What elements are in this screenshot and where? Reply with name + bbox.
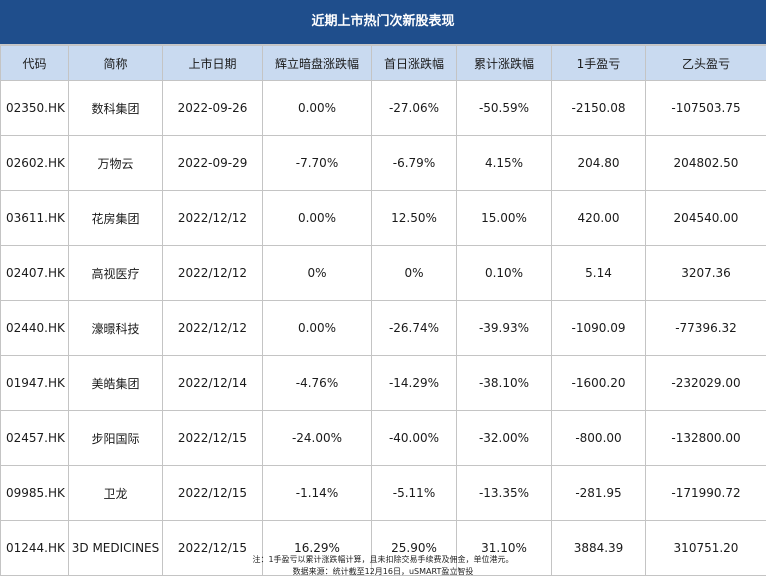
cell-name: 3D MEDICINES [68, 520, 163, 576]
cell-listing-date: 2022/12/15 [162, 465, 263, 521]
cell-first-day-change: -5.11% [371, 465, 457, 521]
cell-code: 09985.HK [0, 465, 69, 521]
column-header-code: 代码 [0, 45, 69, 81]
cell-code: 02407.HK [0, 245, 69, 301]
cell-dark-pool-change: 0.00% [262, 300, 372, 356]
cell-one-lot-pnl: 204.80 [551, 135, 646, 191]
cell-cumulative-change: -32.00% [456, 410, 552, 466]
cell-listing-date: 2022/12/14 [162, 355, 263, 411]
cell-dark-pool-change: 0.00% [262, 190, 372, 246]
cell-name: 步阳国际 [68, 410, 163, 466]
table-row: 01947.HK 美皓集团 2022/12/14 -4.76% -14.29% -38.1… [0, 355, 766, 411]
cell-top-lot-pnl: -232029.00 [645, 355, 766, 411]
footer-source-text: 数据来源：统计截至12月16日，uSMART盈立智投 [292, 567, 474, 576]
cell-first-day-change: 0% [371, 245, 457, 301]
cell-code: 03611.HK [0, 190, 69, 246]
cell-dark-pool-change: 16.29% [262, 520, 372, 576]
cell-one-lot-pnl: -1600.20 [551, 355, 646, 411]
cell-top-lot-pnl: -107503.75 [645, 80, 766, 136]
cell-code: 01244.HK [0, 520, 69, 576]
cell-name: 万物云 [68, 135, 163, 191]
cell-dark-pool-change: 0.00% [262, 80, 372, 136]
cell-first-day-change: -14.29% [371, 355, 457, 411]
cell-name: 卫龙 [68, 465, 163, 521]
column-header-dark-pool-change: 辉立暗盘涨跌幅 [262, 45, 372, 81]
cell-code: 01947.HK [0, 355, 69, 411]
cell-first-day-change: 12.50% [371, 190, 457, 246]
cell-dark-pool-change: -24.00% [262, 410, 372, 466]
cell-code: 02350.HK [0, 80, 69, 136]
cell-listing-date: 2022-09-26 [162, 80, 263, 136]
cell-top-lot-pnl: 204540.00 [645, 190, 766, 246]
cell-cumulative-change: 0.10% [456, 245, 552, 301]
ipo-table: 代码 简称 上市日期 辉立暗盘涨跌幅 首日涨跌幅 累计涨跌幅 1手盈亏 乙头盈亏 02350.… [0, 45, 766, 576]
table-row: 03611.HK 花房集团 2022/12/12 0.00% 12.50% 15.00% 4… [0, 190, 766, 246]
cell-one-lot-pnl: -281.95 [551, 465, 646, 521]
cell-cumulative-change: 15.00% [456, 190, 552, 246]
footer-note-text: 注：1手盈亏以累计涨跌幅计算，且未扣除交易手续费及佣金，单位港元。 [252, 555, 514, 564]
cell-top-lot-pnl: 3207.36 [645, 245, 766, 301]
cell-listing-date: 2022/12/15 [162, 410, 263, 466]
cell-cumulative-change: 4.15% [456, 135, 552, 191]
column-header-first-day-change: 首日涨跌幅 [371, 45, 457, 81]
column-header-one-lot-pnl: 1手盈亏 [551, 45, 646, 81]
table-row: 02457.HK 步阳国际 2022/12/15 -24.00% -40.00% -32.… [0, 410, 766, 466]
cell-first-day-change: -26.74% [371, 300, 457, 356]
table-row: 09985.HK 卫龙 2022/12/15 -1.14% -5.11% -13.35% -… [0, 465, 766, 521]
cell-dark-pool-change: -4.76% [262, 355, 372, 411]
cell-name: 美皓集团 [68, 355, 163, 411]
cell-cumulative-change: -50.59% [456, 80, 552, 136]
table-row: 02407.HK 高视医疗 2022/12/12 0% 0% 0.10% 5.14 3207.… [0, 245, 766, 301]
cell-code: 02440.HK [0, 300, 69, 356]
cell-dark-pool-change: 0% [262, 245, 372, 301]
cell-first-day-change: -40.00% [371, 410, 457, 466]
cell-one-lot-pnl: -1090.09 [551, 300, 646, 356]
cell-one-lot-pnl: 5.14 [551, 245, 646, 301]
cell-listing-date: 2022/12/12 [162, 190, 263, 246]
column-header-listing-date: 上市日期 [162, 45, 263, 81]
table-row: 02602.HK 万物云 2022-09-29 -7.70% -6.79% 4.15% 20… [0, 135, 766, 191]
cell-top-lot-pnl: -77396.32 [645, 300, 766, 356]
cell-one-lot-pnl: 420.00 [551, 190, 646, 246]
cell-one-lot-pnl: -800.00 [551, 410, 646, 466]
cell-top-lot-pnl: 310751.20 [645, 520, 766, 576]
table-title: 近期上市热门次新股表现 [0, 0, 766, 45]
table-row: 02440.HK 濠暻科技 2022/12/12 0.00% -26.74% -39.93… [0, 300, 766, 356]
cell-listing-date: 2022/12/12 [162, 300, 263, 356]
table-row: 02350.HK 数科集团 2022-09-26 0.00% -27.06% -50.59… [0, 80, 766, 136]
cell-cumulative-change: -38.10% [456, 355, 552, 411]
cell-dark-pool-change: -7.70% [262, 135, 372, 191]
cell-code: 02602.HK [0, 135, 69, 191]
cell-top-lot-pnl: 204802.50 [645, 135, 766, 191]
cell-listing-date: 2022-09-29 [162, 135, 263, 191]
table-row: 01244.HK 3D MEDICINES 2022/12/15 16.29% 25.9… [0, 520, 766, 576]
cell-cumulative-change: -13.35% [456, 465, 552, 521]
cell-code: 02457.HK [0, 410, 69, 466]
cell-first-day-change: -6.79% [371, 135, 457, 191]
cell-name: 濠暻科技 [68, 300, 163, 356]
cell-one-lot-pnl: -2150.08 [551, 80, 646, 136]
cell-dark-pool-change: -1.14% [262, 465, 372, 521]
cell-listing-date: 2022/12/12 [162, 245, 263, 301]
footer-note: 注：1手盈亏以累计涨跌幅计算，且未扣除交易手续费及佣金，单位港元。 数据来源：统… [0, 551, 766, 584]
header-row: 代码 简称 上市日期 辉立暗盘涨跌幅 首日涨跌幅 累计涨跌幅 1手盈亏 乙头盈亏 [0, 45, 766, 81]
cell-one-lot-pnl: 3884.39 [551, 520, 646, 576]
column-header-top-lot-pnl: 乙头盈亏 [645, 45, 766, 81]
cell-name: 花房集团 [68, 190, 163, 246]
cell-top-lot-pnl: -132800.00 [645, 410, 766, 466]
column-header-name: 简称 [68, 45, 163, 81]
cell-name: 高视医疗 [68, 245, 163, 301]
cell-first-day-change: -27.06% [371, 80, 457, 136]
cell-top-lot-pnl: -171990.72 [645, 465, 766, 521]
cell-name: 数科集团 [68, 80, 163, 136]
cell-cumulative-change: -39.93% [456, 300, 552, 356]
column-header-cumulative-change: 累计涨跌幅 [456, 45, 552, 81]
